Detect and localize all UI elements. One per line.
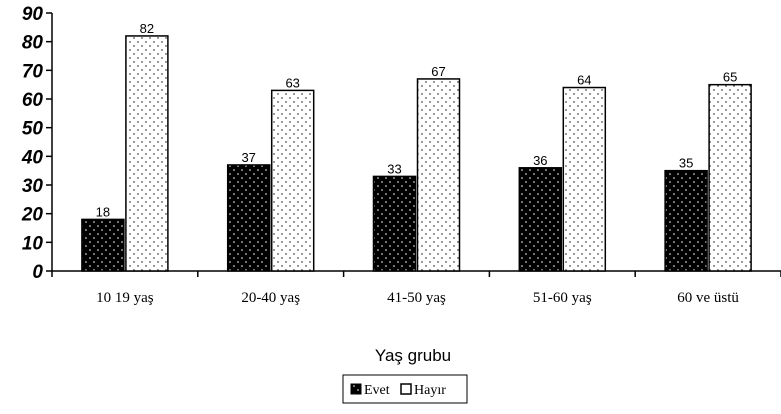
data-label: 35 [679, 156, 693, 171]
x-tick-label: 51-60 yaş [533, 290, 592, 306]
data-label: 63 [285, 75, 299, 90]
data-label: 65 [723, 70, 737, 85]
legend-label-hayir: Hayır [414, 383, 446, 398]
legend-label-evet: Evet [364, 383, 390, 398]
legend-swatch-evet [350, 383, 362, 395]
y-tick-label: 0 [32, 262, 43, 283]
y-tick-label: 50 [22, 119, 44, 140]
bar-hayir [416, 78, 461, 272]
bars [81, 35, 752, 272]
bar-hayir [270, 89, 315, 272]
bar-hayir [562, 86, 607, 272]
x-tick-label: 20-40 yaş [241, 290, 300, 306]
x-tick-label: 10 19 yaş [96, 290, 154, 306]
y-tick-label: 70 [22, 61, 44, 82]
bar-evet [518, 167, 563, 272]
y-tick-label: 60 [22, 90, 44, 111]
x-tick-label: 60 ve üstü [677, 290, 739, 306]
y-tick-label: 20 [21, 205, 44, 226]
bar-evet [226, 164, 271, 272]
bar-hayir [708, 83, 752, 272]
x-axis-title: Yaş grubu [375, 346, 451, 365]
x-axis: 10 19 yaş 20-40 yaş 41-50 yaş 51-60 yaş 60 v… [51, 270, 781, 306]
y-tick-label: 90 [22, 4, 44, 25]
bar-hayir [125, 35, 169, 272]
y-tick-label: 80 [22, 33, 44, 54]
y-axis: 0 10 20 30 40 50 60 70 80 90 [21, 4, 53, 283]
data-label: 18 [96, 204, 110, 219]
x-tick-label: 41-50 yaş [387, 290, 446, 306]
data-label: 82 [140, 21, 154, 36]
bar-evet [664, 169, 708, 272]
legend: Evet Hayır [342, 374, 468, 404]
data-label: 37 [241, 150, 255, 165]
bar-evet [81, 218, 125, 272]
data-label: 64 [577, 73, 591, 88]
data-labels: 18 82 37 63 33 67 36 64 35 65 [96, 21, 738, 219]
y-tick-label: 30 [22, 176, 44, 197]
bar-evet [372, 175, 417, 272]
data-label: 33 [387, 161, 401, 176]
data-label: 36 [533, 153, 547, 168]
legend-swatch-hayir [400, 383, 412, 395]
y-tick-label: 40 [21, 147, 44, 168]
data-label: 67 [431, 64, 445, 79]
y-tick-label: 10 [22, 233, 44, 254]
